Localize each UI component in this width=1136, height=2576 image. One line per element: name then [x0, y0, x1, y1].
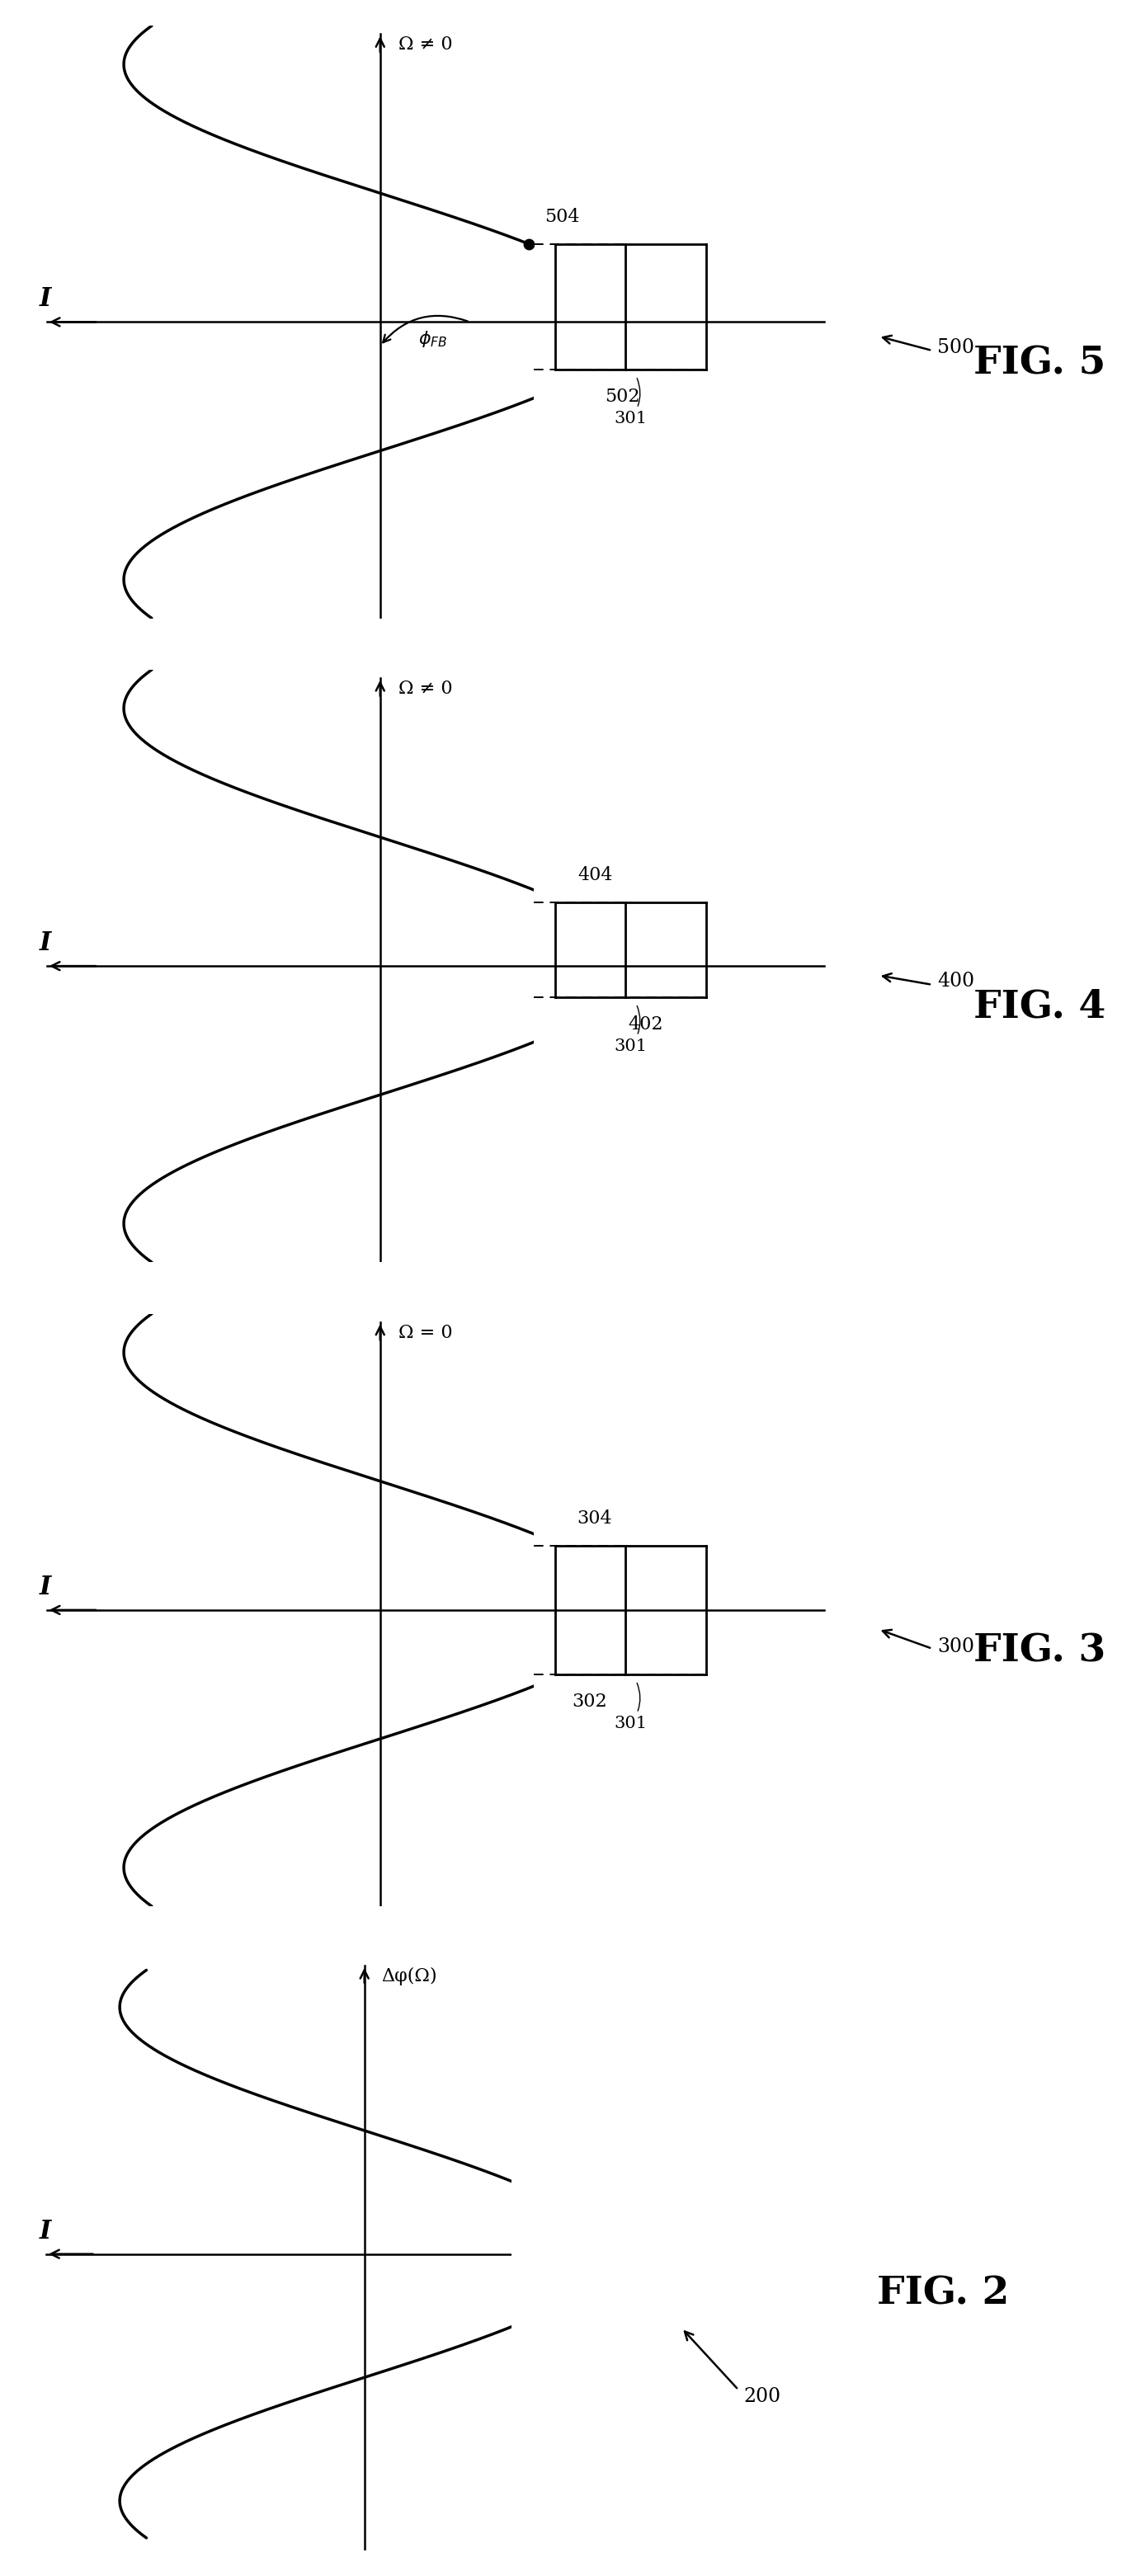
Text: I: I: [39, 2218, 51, 2244]
Text: 500: 500: [937, 337, 975, 358]
Text: 404: 404: [578, 866, 612, 884]
Text: $\phi_{FB}$: $\phi_{FB}$: [418, 330, 448, 348]
Text: 502: 502: [604, 386, 640, 407]
Text: FIG. 4: FIG. 4: [974, 989, 1105, 1025]
Text: Δφ(Ω): Δφ(Ω): [382, 1968, 437, 1986]
Text: 400: 400: [937, 971, 975, 989]
Text: I: I: [40, 1574, 51, 1600]
Text: 402: 402: [628, 1015, 663, 1033]
Text: FIG. 5: FIG. 5: [974, 345, 1105, 381]
Text: 304: 304: [577, 1510, 612, 1528]
Text: FIG. 2: FIG. 2: [877, 2275, 1009, 2313]
Text: I: I: [40, 286, 51, 312]
Text: 301: 301: [615, 1682, 648, 1731]
Text: Ω = 0: Ω = 0: [398, 1324, 452, 1342]
Text: 302: 302: [571, 1692, 607, 1710]
Text: 300: 300: [937, 1636, 975, 1656]
Text: FIG. 3: FIG. 3: [974, 1633, 1105, 1669]
Text: Ω ≠ 0: Ω ≠ 0: [398, 36, 452, 54]
Text: 200: 200: [744, 2388, 782, 2406]
Text: 301: 301: [615, 379, 648, 425]
Text: I: I: [40, 930, 51, 956]
Text: 504: 504: [544, 209, 579, 227]
Text: Ω ≠ 0: Ω ≠ 0: [398, 680, 452, 698]
Text: 301: 301: [615, 1005, 648, 1054]
